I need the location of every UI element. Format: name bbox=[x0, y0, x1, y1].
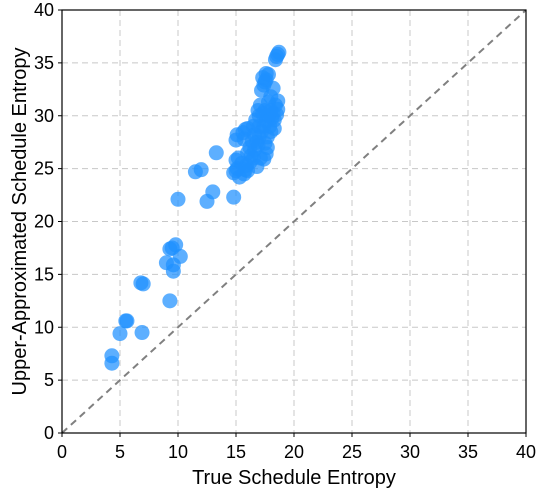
data-point bbox=[250, 102, 266, 118]
y-tick-label: 0 bbox=[44, 423, 54, 443]
y-tick-label: 30 bbox=[34, 106, 54, 126]
data-point bbox=[266, 120, 282, 136]
x-tick-label: 20 bbox=[284, 442, 304, 462]
y-tick-label: 25 bbox=[34, 159, 54, 179]
data-point bbox=[226, 189, 242, 205]
y-tick-label: 20 bbox=[34, 212, 54, 232]
y-tick-label: 15 bbox=[34, 264, 54, 284]
y-tick-label: 35 bbox=[34, 53, 54, 73]
x-tick-label: 10 bbox=[168, 442, 188, 462]
data-point bbox=[135, 276, 151, 292]
x-tick-label: 25 bbox=[342, 442, 362, 462]
grid-lines bbox=[62, 10, 526, 433]
identity-reference-line bbox=[61, 9, 527, 434]
data-point bbox=[134, 325, 150, 341]
reference-line-layer bbox=[61, 9, 527, 434]
data-point bbox=[270, 101, 286, 117]
x-tick-label: 35 bbox=[458, 442, 478, 462]
data-point bbox=[119, 313, 135, 329]
data-point bbox=[269, 49, 285, 65]
y-axis-label: Upper-Approximated Schedule Entropy bbox=[9, 48, 31, 396]
x-axis-ticks: 0 5 10 15 20 25 30 35 40 bbox=[57, 433, 536, 462]
data-points bbox=[104, 44, 287, 371]
data-point bbox=[208, 145, 224, 161]
data-point bbox=[112, 326, 128, 342]
x-tick-label: 15 bbox=[226, 442, 246, 462]
y-tick-label: 10 bbox=[34, 317, 54, 337]
data-point bbox=[265, 80, 281, 96]
x-tick-label: 5 bbox=[115, 442, 125, 462]
data-point bbox=[258, 65, 274, 81]
x-tick-label: 40 bbox=[516, 442, 536, 462]
x-tick-label: 30 bbox=[400, 442, 420, 462]
data-point bbox=[205, 184, 221, 200]
data-point bbox=[162, 293, 178, 309]
data-point bbox=[193, 162, 209, 178]
data-point bbox=[104, 348, 120, 364]
data-point bbox=[236, 166, 252, 182]
y-axis-ticks: 0 5 10 15 20 25 30 35 40 bbox=[34, 0, 62, 443]
data-point bbox=[251, 118, 267, 134]
x-tick-label: 0 bbox=[57, 442, 67, 462]
data-point bbox=[170, 191, 186, 207]
data-point bbox=[259, 139, 275, 155]
y-tick-label: 5 bbox=[44, 370, 54, 390]
data-point bbox=[168, 237, 184, 253]
x-axis-label: True Schedule Entropy bbox=[192, 467, 396, 489]
y-tick-label: 40 bbox=[34, 0, 54, 20]
data-point bbox=[172, 248, 188, 264]
